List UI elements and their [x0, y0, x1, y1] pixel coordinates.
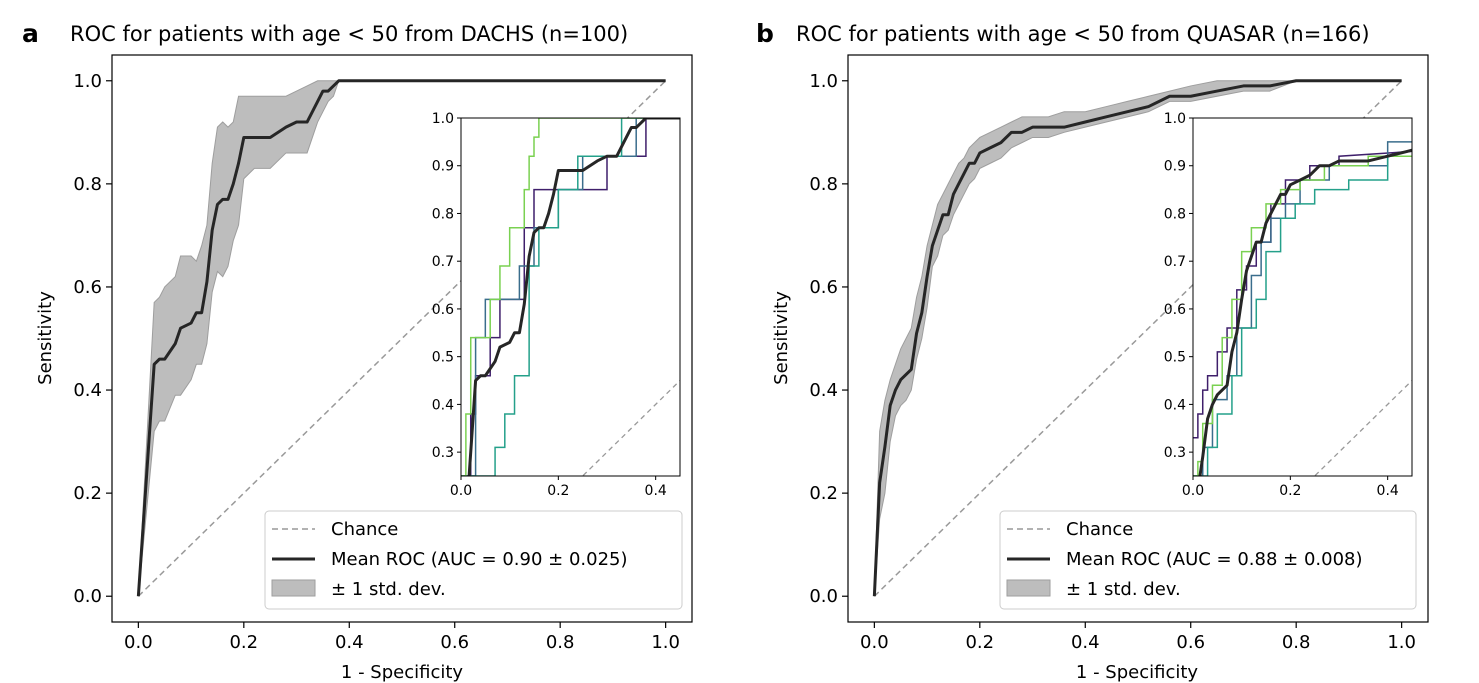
panel-a-inset-y-tick-label: 0.8 — [432, 206, 454, 222]
panel-a-inset-y-tick-label: 0.9 — [432, 159, 454, 175]
panel-a-x-tick-label: 0.8 — [546, 632, 575, 653]
panel-b-inset-y-tick-label: 0.5 — [1164, 350, 1186, 366]
panel-b-inset-x-ticks: 0.0 0.2 0.4 — [1182, 476, 1399, 499]
panel-b-y-tick-label: 0.6 — [809, 277, 838, 298]
panel-a-y-tick-label: 0.6 — [73, 277, 102, 298]
panel-b-inset-x-tick-label: 0.4 — [1377, 483, 1399, 499]
panel-b-x-tick-label: 0.2 — [965, 632, 994, 653]
panel-a-axes-frame — [111, 54, 693, 623]
panel-a-inset: 0.0 0.2 0.4 0.3 0.4 0.5 0.6 0.7 0.8 0.9 1.0 — [432, 111, 681, 499]
panel-b-x-tick-label: 0.4 — [1071, 632, 1100, 653]
panel-a-inset-y-ticks: 0.3 0.4 0.5 0.6 0.7 0.8 0.9 1.0 — [432, 111, 461, 461]
panel-b-inset-y-tick-label: 0.9 — [1164, 159, 1186, 175]
panel-b-mean-roc-line — [872, 79, 1402, 597]
panel-a-legend-std-swatch — [271, 579, 316, 597]
panel-b-inset-frame — [1192, 117, 1413, 477]
panel-a-title: ROC for patients with age < 50 from DACH… — [70, 22, 628, 46]
panel-a-legend-chance-label: Chance — [331, 519, 398, 540]
panel-a-x-tick-label: 0.2 — [229, 632, 258, 653]
panel-a-legend: Chance Mean ROC (AUC = 0.90 ± 0.025) ± 1… — [264, 510, 683, 610]
panel-a-inset-y-tick-label: 1.0 — [432, 111, 454, 127]
panel-b-legend-chance-label: Chance — [1066, 519, 1133, 540]
panel-b-y-tick-label: 0.2 — [809, 483, 838, 504]
panel-a-inset-mean-roc-line — [467, 118, 680, 476]
panel-b-inset-x-tick-label: 0.2 — [1279, 483, 1301, 499]
panel-a-legend-std-label: ± 1 std. dev. — [331, 579, 446, 600]
panel-a-letter: a — [22, 19, 39, 48]
panel-a-y-ticks: 0.0 0.2 0.4 0.6 0.8 1.0 — [73, 71, 112, 607]
panel-b: b ROC for patients with age < 50 from QU… — [756, 19, 1429, 683]
panel-a-y-tick-label: 0.8 — [73, 174, 102, 195]
panel-a-inset-y-tick-label: 0.7 — [432, 254, 454, 270]
panel-a: a ROC for patients with age < 50 from DA… — [22, 19, 693, 683]
panel-a-y-tick-label: 1.0 — [73, 71, 102, 92]
panel-a-y-tick-label: 0.4 — [73, 380, 102, 401]
panel-b-legend-mean-label: Mean ROC (AUC = 0.88 ± 0.008) — [1066, 549, 1363, 570]
panel-a-mean-roc-line — [136, 79, 666, 597]
panel-a-std-band — [137, 80, 666, 597]
panel-a-inset-y-tick-label: 0.4 — [432, 397, 454, 413]
panel-a-x-tick-label: 0.6 — [440, 632, 469, 653]
panel-b-x-tick-label: 0.8 — [1282, 632, 1311, 653]
panel-a-x-tick-label: 0.4 — [335, 632, 364, 653]
panel-b-inset-y-ticks: 0.3 0.4 0.5 0.6 0.7 0.8 0.9 1.0 — [1164, 111, 1193, 461]
panel-b-inset-y-tick-label: 0.3 — [1164, 445, 1186, 461]
panel-b-axes-frame — [847, 54, 1429, 623]
panel-a-y-tick-label: 0.2 — [73, 483, 102, 504]
panel-b-inset-fold-3-line — [1193, 155, 1412, 476]
panel-b-inset-fold-4-line — [1193, 155, 1412, 476]
panel-b-y-tick-label: 0.4 — [809, 380, 838, 401]
panel-b-legend: Chance Mean ROC (AUC = 0.88 ± 0.008) ± 1… — [999, 510, 1417, 610]
panel-a-inset-x-ticks: 0.0 0.2 0.4 — [450, 476, 667, 499]
panel-b-inset-x-tick-label: 0.0 — [1182, 483, 1204, 499]
panel-b-y-tick-label: 1.0 — [809, 71, 838, 92]
panel-a-inset-y-tick-label: 0.6 — [432, 302, 454, 318]
panel-a-inset-x-tick-label: 0.4 — [645, 483, 667, 499]
panel-b-legend-std-swatch — [1006, 579, 1051, 597]
panel-a-inset-lines — [461, 118, 680, 476]
panel-b-inset-mean-roc-line — [1198, 148, 1412, 476]
panel-b-inset-y-tick-label: 1.0 — [1164, 111, 1186, 127]
panel-b-x-axis-label: 1 - Specificity — [1076, 662, 1199, 683]
panel-a-inset-fold-4-line — [461, 118, 680, 476]
panel-b-y-axis-label: Sensitivity — [771, 291, 792, 385]
panel-b-inset-y-tick-label: 0.4 — [1164, 397, 1186, 413]
panel-b-letter: b — [756, 19, 774, 48]
panel-b-y-tick-label: 0.8 — [809, 174, 838, 195]
panel-b-title: ROC for patients with age < 50 from QUAS… — [796, 22, 1370, 46]
panel-a-legend-mean-label: Mean ROC (AUC = 0.90 ± 0.025) — [331, 549, 628, 570]
panel-b-x-tick-label: 1.0 — [1387, 632, 1416, 653]
panel-a-legend-box — [264, 510, 683, 610]
panel-a-inset-x-tick-label: 0.0 — [450, 483, 472, 499]
panel-a-x-tick-label: 1.0 — [651, 632, 680, 653]
panel-b-x-tick-label: 0.0 — [860, 632, 889, 653]
panel-a-y-tick-label: 0.0 — [73, 586, 102, 607]
panel-b-inset-background — [1193, 118, 1412, 476]
panel-b-inset-lines — [1193, 141, 1412, 476]
panel-b-inset-folds — [1193, 141, 1412, 476]
panel-b-y-tick-label: 0.0 — [809, 586, 838, 607]
panel-b-inset-y-tick-label: 0.7 — [1164, 254, 1186, 270]
panel-b-y-ticks: 0.0 0.2 0.4 0.6 0.8 1.0 — [809, 71, 848, 607]
panel-b-legend-box — [999, 510, 1417, 610]
panel-b-x-tick-label: 0.6 — [1176, 632, 1205, 653]
panel-b-legend-std-label: ± 1 std. dev. — [1066, 579, 1181, 600]
panel-b-std-band — [873, 80, 1402, 597]
panel-a-x-axis-label: 1 - Specificity — [341, 662, 464, 683]
panel-a-inset-x-tick-label: 0.2 — [547, 483, 569, 499]
panel-b-x-ticks: 0.0 0.2 0.4 0.6 0.8 1.0 — [860, 622, 1416, 653]
panel-a-inset-y-tick-label: 0.3 — [432, 445, 454, 461]
panel-a-inset-fold-3-line — [461, 118, 680, 476]
panel-a-x-tick-label: 0.0 — [124, 632, 153, 653]
panel-b-inset: 0.0 0.2 0.4 0.3 0.4 0.5 0.6 0.7 0.8 0.9 1.0 — [1164, 111, 1413, 499]
panel-a-x-ticks: 0.0 0.2 0.4 0.6 0.8 1.0 — [124, 622, 680, 653]
panel-b-inset-y-tick-label: 0.8 — [1164, 206, 1186, 222]
panel-a-inset-y-tick-label: 0.5 — [432, 350, 454, 366]
panel-a-y-axis-label: Sensitivity — [35, 291, 56, 385]
panel-a-inset-frame — [460, 117, 681, 477]
panel-b-inset-y-tick-label: 0.6 — [1164, 302, 1186, 318]
